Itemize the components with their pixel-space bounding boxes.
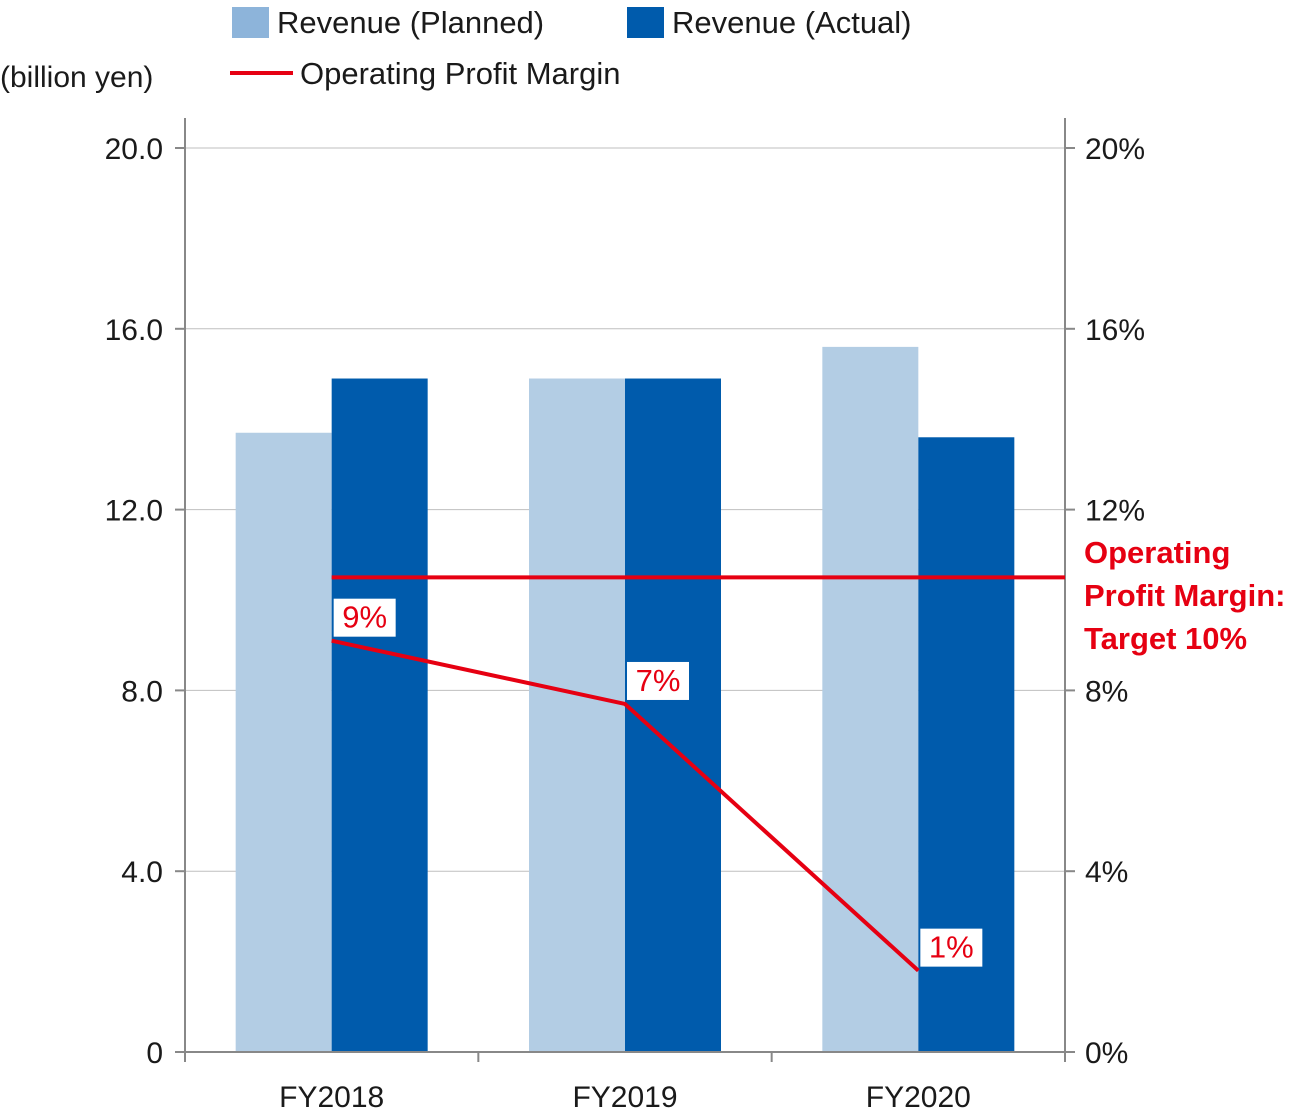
bar-planned (822, 346, 919, 1052)
x-tick-label: FY2020 (866, 1081, 971, 1108)
bar-actual (625, 378, 721, 1052)
legend-swatch-planned (232, 7, 269, 38)
bar-actual (331, 378, 428, 1052)
y-right-tick-label: 16% (1085, 314, 1145, 347)
y-right-tick-label: 12% (1085, 495, 1145, 528)
bars (235, 346, 1015, 1052)
x-tick-label: FY2018 (279, 1081, 384, 1108)
data-label: 9% (342, 600, 387, 635)
unit-label: (billion yen) (0, 61, 153, 94)
labels: 0 0% 4.0 4% 8.0 8% 12.0 12% 16.0 16% 20.0 20% FY2018… (105, 133, 1286, 1108)
data-label-bg (333, 598, 396, 637)
legend-label-planned: Revenue (Planned) (277, 5, 544, 40)
margin-line (331, 638, 920, 973)
target-label: Profit Margin: (1084, 578, 1286, 613)
y-left-tick-label: 8.0 (121, 675, 163, 708)
x-tick-label: FY2019 (572, 1081, 677, 1108)
target-label: Operating (1084, 535, 1230, 570)
data-label-bg (920, 928, 983, 967)
y-left-tick-label: 4.0 (121, 856, 163, 889)
lines (331, 575, 1065, 973)
data-label: 1% (929, 930, 974, 965)
y-right-tick-label: 8% (1085, 675, 1128, 708)
legend-swatch-actual (627, 7, 664, 38)
y-left-tick-label: 16.0 (105, 314, 163, 347)
legend-label-actual: Revenue (Actual) (672, 5, 912, 40)
y-left-tick-label: 0 (146, 1037, 163, 1070)
data-label-bg (627, 661, 689, 700)
legend: Revenue (Planned) Revenue (Actual) Opera… (230, 5, 912, 91)
bar-planned (529, 378, 625, 1052)
bar-planned (235, 432, 332, 1052)
y-right-tick-label: 20% (1085, 133, 1145, 166)
y-left-tick-label: 12.0 (105, 495, 163, 528)
y-left-tick-label: 20.0 (105, 133, 163, 166)
target-label: Target 10% (1084, 621, 1247, 656)
y-right-tick-label: 0% (1085, 1037, 1128, 1070)
axes (184, 118, 1066, 1053)
data-label: 7% (636, 663, 681, 698)
legend-label-margin: Operating Profit Margin (300, 56, 620, 91)
y-right-tick-label: 4% (1085, 856, 1128, 889)
